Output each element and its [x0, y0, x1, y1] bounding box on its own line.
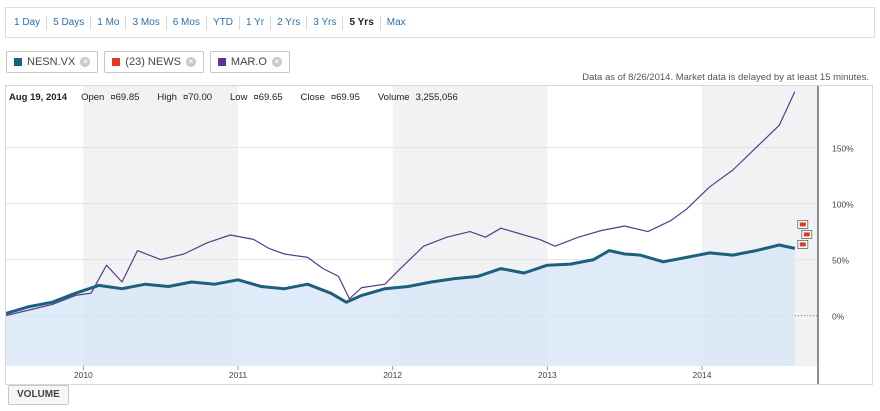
tab-3-mos[interactable]: 3 Mos: [126, 15, 167, 30]
remove-series-icon[interactable]: ×: [80, 57, 91, 67]
series-chip[interactable]: NESN.VX ×: [6, 51, 99, 73]
close-value: ¤69.95: [330, 92, 360, 103]
volume-label: Volume: [377, 92, 410, 103]
series-chip-label: (23) NEWS: [125, 56, 181, 68]
data-disclaimer: Data as of 8/26/2014. Market data is del…: [582, 72, 869, 83]
low-value: ¤69.65: [253, 92, 283, 103]
tab-5-yrs[interactable]: 5 Yrs: [343, 15, 381, 30]
x-tick-label: 2010: [74, 370, 93, 380]
x-tick-label: 2013: [538, 370, 557, 380]
series-chip[interactable]: (23) NEWS ×: [104, 51, 204, 73]
remove-series-icon[interactable]: ×: [185, 57, 196, 67]
tab-6-mos[interactable]: 6 Mos: [167, 15, 207, 30]
y-tick-label: 0%: [832, 312, 845, 322]
series-color-swatch: [112, 58, 121, 66]
x-tick-label: 2014: [693, 370, 712, 380]
quote-date: Aug 19, 2014: [9, 92, 68, 103]
tab-1-mo[interactable]: 1 Mo: [91, 15, 127, 30]
close-label: Close: [300, 92, 325, 103]
nesn-area: [6, 245, 795, 366]
news-marker-flag: [799, 242, 806, 247]
y-tick-label: 100%: [832, 200, 854, 210]
high-label: High: [157, 92, 177, 103]
series-chip[interactable]: MAR.O ×: [209, 51, 290, 73]
tab-max[interactable]: Max: [386, 16, 406, 28]
open-label: Open: [81, 92, 105, 103]
series-color-swatch: [217, 58, 226, 66]
maro-series-line: [6, 91, 796, 317]
series-chips: NESN.VX × (23) NEWS × MAR.O ×: [6, 51, 290, 73]
series-chip-label: NESN.VX: [27, 56, 76, 68]
tab-1-day[interactable]: 1 Day: [8, 15, 48, 30]
x-tick-label: 2011: [229, 370, 248, 380]
time-range-tabs: 1 Day 5 Days 1 Mo 3 Mos 6 Mos YTD 1 Yr 2 Yrs 3 Y…: [5, 7, 875, 38]
tab-5-days[interactable]: 5 Days: [47, 15, 92, 30]
volume-button[interactable]: VOLUME: [8, 385, 69, 405]
tab-3-yrs[interactable]: 3 Yrs: [307, 15, 344, 30]
news-marker-flag: [799, 222, 806, 227]
news-marker-flag: [803, 232, 810, 237]
high-value: ¤70.00: [182, 92, 213, 103]
x-tick-label: 2012: [383, 370, 402, 380]
series-chip-label: MAR.O: [230, 56, 267, 68]
low-label: Low: [230, 92, 248, 103]
tab-1-yr[interactable]: 1 Yr: [240, 15, 272, 30]
price-chart[interactable]: Aug 19, 2014 Open ¤69.85 High ¤70.00 Low…: [5, 85, 873, 385]
volume-value: 3,255,056: [415, 92, 458, 103]
tab-ytd[interactable]: YTD: [207, 15, 240, 30]
remove-series-icon[interactable]: ×: [271, 57, 282, 67]
y-tick-label: 50%: [832, 256, 849, 266]
y-tick-label: 150%: [832, 144, 854, 154]
tab-2-yrs[interactable]: 2 Yrs: [271, 15, 308, 30]
chart-plot[interactable]: 150% 100% 50% 0% 2010 2011 2012 2013 2014: [6, 86, 872, 384]
series-color-swatch: [14, 58, 22, 66]
quote-bar: Aug 19, 2014 Open ¤69.85 High ¤70.00 Low…: [9, 92, 472, 103]
open-value: ¤69.85: [110, 92, 140, 103]
nesn-series-line: [6, 243, 796, 315]
